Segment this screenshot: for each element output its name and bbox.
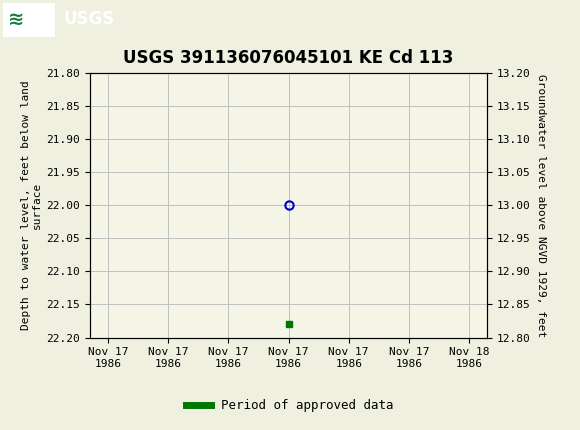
Y-axis label: Groundwater level above NGVD 1929, feet: Groundwater level above NGVD 1929, feet: [536, 74, 546, 337]
Text: ≋: ≋: [8, 10, 24, 29]
Legend: Period of approved data: Period of approved data: [181, 394, 399, 417]
FancyBboxPatch shape: [3, 3, 55, 37]
Title: USGS 391136076045101 KE Cd 113: USGS 391136076045101 KE Cd 113: [124, 49, 454, 68]
Text: USGS: USGS: [64, 10, 115, 28]
Y-axis label: Depth to water level, feet below land
surface: Depth to water level, feet below land su…: [21, 80, 42, 330]
